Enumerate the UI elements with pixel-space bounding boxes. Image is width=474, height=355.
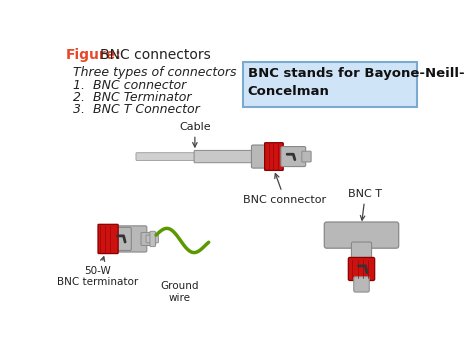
FancyBboxPatch shape: [324, 222, 399, 248]
Text: BNC stands for Bayone-Neill-: BNC stands for Bayone-Neill-: [247, 67, 464, 80]
Text: BNC T: BNC T: [348, 189, 383, 220]
Text: 50-W
BNC terminator: 50-W BNC terminator: [57, 257, 138, 287]
FancyBboxPatch shape: [243, 62, 417, 106]
Text: 2.  BNC Terminator: 2. BNC Terminator: [73, 91, 191, 104]
FancyBboxPatch shape: [141, 233, 156, 246]
FancyBboxPatch shape: [150, 231, 155, 247]
FancyBboxPatch shape: [251, 145, 278, 168]
FancyBboxPatch shape: [302, 151, 311, 162]
Text: Ground
wire: Ground wire: [160, 281, 199, 303]
Text: 1.  BNC connector: 1. BNC connector: [73, 79, 186, 92]
Text: Figure:: Figure:: [65, 48, 121, 62]
FancyBboxPatch shape: [194, 151, 268, 163]
FancyBboxPatch shape: [136, 153, 200, 160]
Text: Three types of connectors: Three types of connectors: [73, 66, 237, 79]
FancyBboxPatch shape: [111, 228, 131, 251]
Text: BNC connector: BNC connector: [243, 174, 326, 205]
Text: Concelman: Concelman: [247, 85, 329, 98]
FancyBboxPatch shape: [146, 235, 158, 243]
FancyBboxPatch shape: [98, 224, 118, 253]
FancyBboxPatch shape: [114, 226, 147, 252]
FancyBboxPatch shape: [281, 147, 306, 166]
Text: BNC connectors: BNC connectors: [100, 48, 210, 62]
FancyBboxPatch shape: [354, 277, 369, 292]
FancyBboxPatch shape: [348, 257, 374, 280]
FancyBboxPatch shape: [264, 143, 283, 170]
Text: 3.  BNC T Connector: 3. BNC T Connector: [73, 103, 200, 116]
FancyBboxPatch shape: [351, 242, 372, 264]
Text: Cable: Cable: [179, 122, 210, 147]
